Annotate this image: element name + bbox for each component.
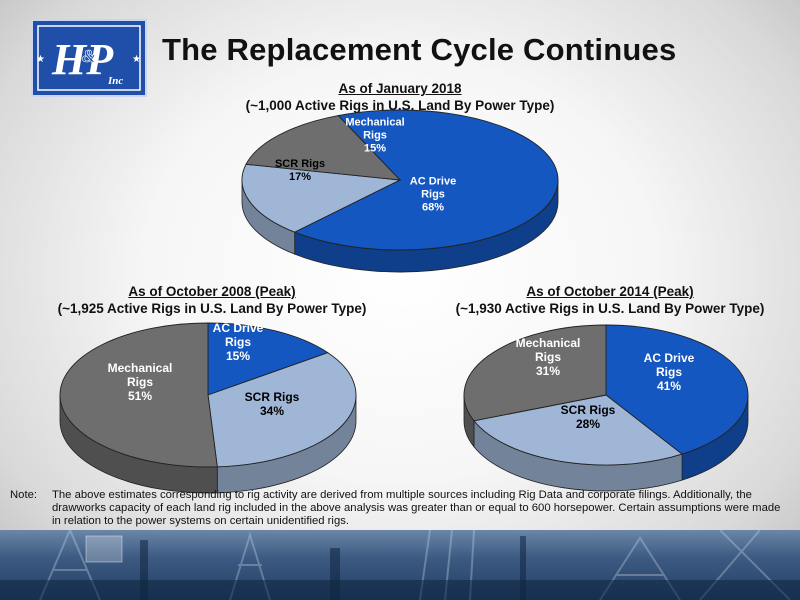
- pie-slice: [293, 109, 559, 251]
- pie-slice-label: SCR Rigs 28%: [561, 403, 616, 431]
- pie-slice-label: Mechanical Rigs 15%: [345, 117, 404, 155]
- chart-2-heading: As of October 2008 (Peak) (~1,925 Active…: [32, 283, 392, 317]
- footnote-text: The above estimates corresponding to rig…: [52, 489, 781, 527]
- chart-1-subtitle: (~1,000 Active Rigs in U.S. Land By Powe…: [245, 98, 555, 113]
- pie-slice-label: SCR Rigs 17%: [275, 158, 325, 183]
- pie-slice: [463, 324, 607, 422]
- page-title: The Replacement Cycle Continues: [162, 32, 677, 67]
- chart-2-subtitle: (~1,925 Active Rigs in U.S. Land By Powe…: [57, 301, 367, 316]
- footnote: Note: The above estimates corresponding …: [10, 489, 788, 528]
- pie-slice-label: AC Drive Rigs 41%: [644, 351, 695, 393]
- pie-slice: [241, 163, 402, 233]
- svg-text:★: ★: [132, 54, 141, 65]
- pie-slice: [207, 352, 357, 468]
- svg-text:Inc: Inc: [107, 75, 123, 87]
- chart-1-heading: As of January 2018 (~1,000 Active Rigs i…: [230, 80, 570, 114]
- pie-slice-label: AC Drive Rigs 15%: [213, 321, 264, 363]
- photo-banner: [0, 530, 800, 600]
- pie-slice-label: SCR Rigs 34%: [245, 390, 300, 418]
- svg-text:&: &: [82, 46, 96, 66]
- chart-3-subtitle: (~1,930 Active Rigs in U.S. Land By Powe…: [455, 301, 765, 316]
- pie-slice-label: Mechanical Rigs 31%: [516, 336, 581, 378]
- company-logo: ★ ★ HP & Inc: [31, 19, 147, 97]
- pie-slice: [245, 115, 402, 181]
- chart-3-title: As of October 2014 (Peak): [526, 284, 694, 299]
- pie-slice-label: Mechanical Rigs 51%: [108, 361, 173, 403]
- chart-3-heading: As of October 2014 (Peak) (~1,930 Active…: [430, 283, 790, 317]
- pie-slice: [473, 394, 684, 466]
- svg-text:★: ★: [36, 54, 45, 65]
- pie-slice: [207, 322, 329, 396]
- banner-graphic: [0, 530, 800, 600]
- chart-1-title: As of January 2018: [338, 81, 462, 96]
- footnote-key: Note:: [10, 489, 38, 501]
- pie-slice: [605, 324, 749, 455]
- chart-2-title: As of October 2008 (Peak): [128, 284, 296, 299]
- pie-slice-label: AC Drive Rigs 68%: [410, 176, 456, 214]
- svg-text:HP: HP: [51, 35, 114, 84]
- pie-slice: [59, 322, 218, 468]
